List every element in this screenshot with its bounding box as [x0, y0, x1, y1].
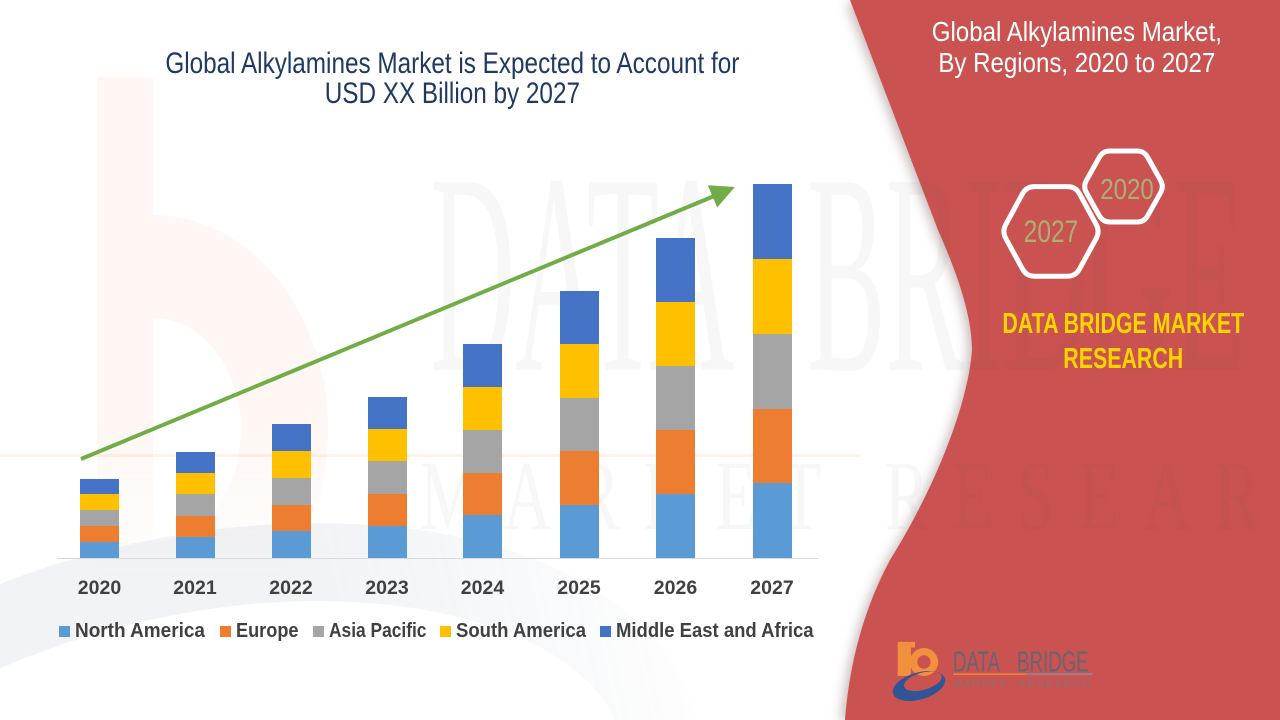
svg-text:MARKET RESEARCH: MARKET RESEARCH — [953, 679, 1092, 690]
svg-text:2020: 2020 — [1100, 173, 1154, 206]
svg-text:2027: 2027 — [1024, 213, 1079, 249]
svg-text:DATA BRIDGE: DATA BRIDGE — [953, 646, 1089, 678]
